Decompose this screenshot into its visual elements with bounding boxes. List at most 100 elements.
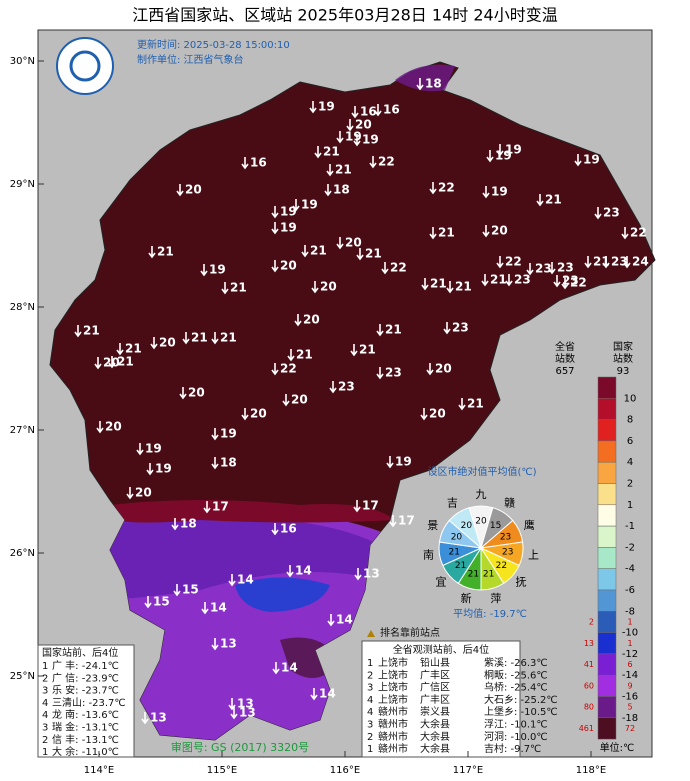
slice-value: 23 bbox=[500, 532, 511, 542]
table-cell: 赣州市 bbox=[378, 730, 408, 743]
slice-value: 20 bbox=[451, 532, 463, 542]
table-title: 国家站前、后4位 bbox=[42, 646, 118, 659]
station-value: 19 bbox=[155, 462, 172, 476]
station-value: 21 bbox=[83, 324, 100, 338]
pie-title: 设区市绝对值平均值(℃) bbox=[427, 465, 536, 478]
station-value: 20 bbox=[291, 393, 308, 407]
slice-name: 新 bbox=[461, 591, 472, 605]
station-value: 20 bbox=[491, 224, 508, 238]
arrow bbox=[271, 222, 279, 235]
lat-label: 26°N bbox=[10, 548, 35, 559]
station-value: 21 bbox=[430, 277, 447, 291]
table-cell: 上饶市 bbox=[378, 668, 408, 681]
color-bin bbox=[597, 653, 617, 676]
slice-value: 21 bbox=[449, 547, 460, 557]
station-value: 19 bbox=[362, 133, 379, 147]
slice-value: 23 bbox=[502, 547, 513, 557]
producer: 制作单位: 江西省气象台 bbox=[137, 53, 244, 66]
arrow bbox=[271, 523, 279, 536]
level-label: -2 bbox=[625, 542, 635, 553]
lat-label: 27°N bbox=[10, 425, 35, 436]
arrow bbox=[329, 381, 337, 394]
slice-name: 上 bbox=[528, 549, 539, 562]
station-value: 22 bbox=[378, 155, 395, 169]
national-total: 93 bbox=[617, 366, 630, 377]
arrow bbox=[346, 119, 354, 132]
level-label: -4 bbox=[625, 564, 635, 575]
arrow bbox=[182, 332, 190, 345]
station-value: 23 bbox=[603, 206, 620, 220]
station-value: 15 bbox=[182, 583, 199, 597]
table-cell: 上饶市 bbox=[378, 656, 408, 669]
table-cell: 乌桥: -25.4℃ bbox=[484, 681, 548, 694]
logo bbox=[56, 37, 114, 95]
station-value: 22 bbox=[390, 261, 407, 275]
arrow bbox=[327, 614, 335, 627]
arrow bbox=[623, 256, 631, 269]
arrow bbox=[446, 281, 454, 294]
arrow bbox=[336, 237, 344, 250]
color-bin bbox=[597, 440, 617, 463]
station-value: 21 bbox=[310, 244, 327, 258]
rank: 3 bbox=[42, 723, 48, 734]
station-entry: 龙 南: -13.6℃ bbox=[52, 708, 119, 721]
arrow bbox=[141, 712, 149, 725]
station-value: 19 bbox=[583, 153, 600, 167]
arrow bbox=[200, 264, 208, 277]
station-value: 21 bbox=[467, 397, 484, 411]
station-value: 21 bbox=[117, 355, 134, 369]
arrow bbox=[561, 277, 569, 290]
arrow bbox=[594, 207, 602, 220]
station-value: 21 bbox=[455, 280, 472, 294]
station-value: 19 bbox=[318, 100, 335, 114]
arrow bbox=[309, 101, 317, 114]
station-value: 23 bbox=[514, 273, 531, 287]
unit: 单位:℃ bbox=[600, 741, 635, 754]
color-bin bbox=[597, 589, 617, 612]
arrow bbox=[324, 184, 332, 197]
arrow bbox=[336, 131, 344, 144]
arrow bbox=[429, 182, 437, 195]
slice-name: 景 bbox=[427, 519, 438, 532]
station-value: 21 bbox=[359, 343, 376, 357]
color-bin bbox=[597, 696, 617, 719]
color-bin bbox=[597, 674, 617, 697]
table-cell: 大余县 bbox=[420, 742, 450, 755]
arrow bbox=[386, 456, 394, 469]
station-value: 20 bbox=[429, 407, 446, 421]
arrow bbox=[211, 457, 219, 470]
slice-value: 20 bbox=[475, 517, 487, 527]
station-value: 14 bbox=[210, 601, 227, 615]
level-label: 4 bbox=[627, 457, 633, 468]
rank: 1 bbox=[42, 747, 48, 758]
station-value: 22 bbox=[505, 255, 522, 269]
arrow bbox=[311, 281, 319, 294]
station-value: 24 bbox=[632, 255, 649, 269]
pie-average: 平均值: -19.7℃ bbox=[453, 607, 527, 620]
station-value: 23 bbox=[385, 366, 402, 380]
arrow bbox=[230, 707, 238, 720]
national-label: 国家 bbox=[613, 340, 633, 353]
arrow bbox=[176, 184, 184, 197]
slice-name: 九 bbox=[476, 488, 487, 501]
station-value: 22 bbox=[630, 226, 647, 240]
arrow bbox=[287, 349, 295, 362]
station-value: 14 bbox=[281, 661, 298, 675]
station-value: 22 bbox=[438, 181, 455, 195]
lat-label: 29°N bbox=[10, 179, 35, 190]
station-value: 21 bbox=[323, 145, 340, 159]
province-count: 60 bbox=[584, 681, 594, 690]
arrow bbox=[416, 78, 424, 91]
arrow bbox=[241, 157, 249, 170]
level-label: -1 bbox=[625, 521, 635, 532]
national-label: 站数 bbox=[613, 352, 633, 365]
arrow bbox=[310, 688, 318, 701]
slice-name: 吉 bbox=[447, 496, 458, 509]
rank: 1 bbox=[42, 661, 48, 672]
arrow bbox=[496, 256, 504, 269]
station-value: 23 bbox=[452, 321, 469, 335]
province-count: 80 bbox=[584, 703, 594, 712]
station-value: 19 bbox=[280, 205, 297, 219]
station-value: 16 bbox=[383, 103, 400, 117]
